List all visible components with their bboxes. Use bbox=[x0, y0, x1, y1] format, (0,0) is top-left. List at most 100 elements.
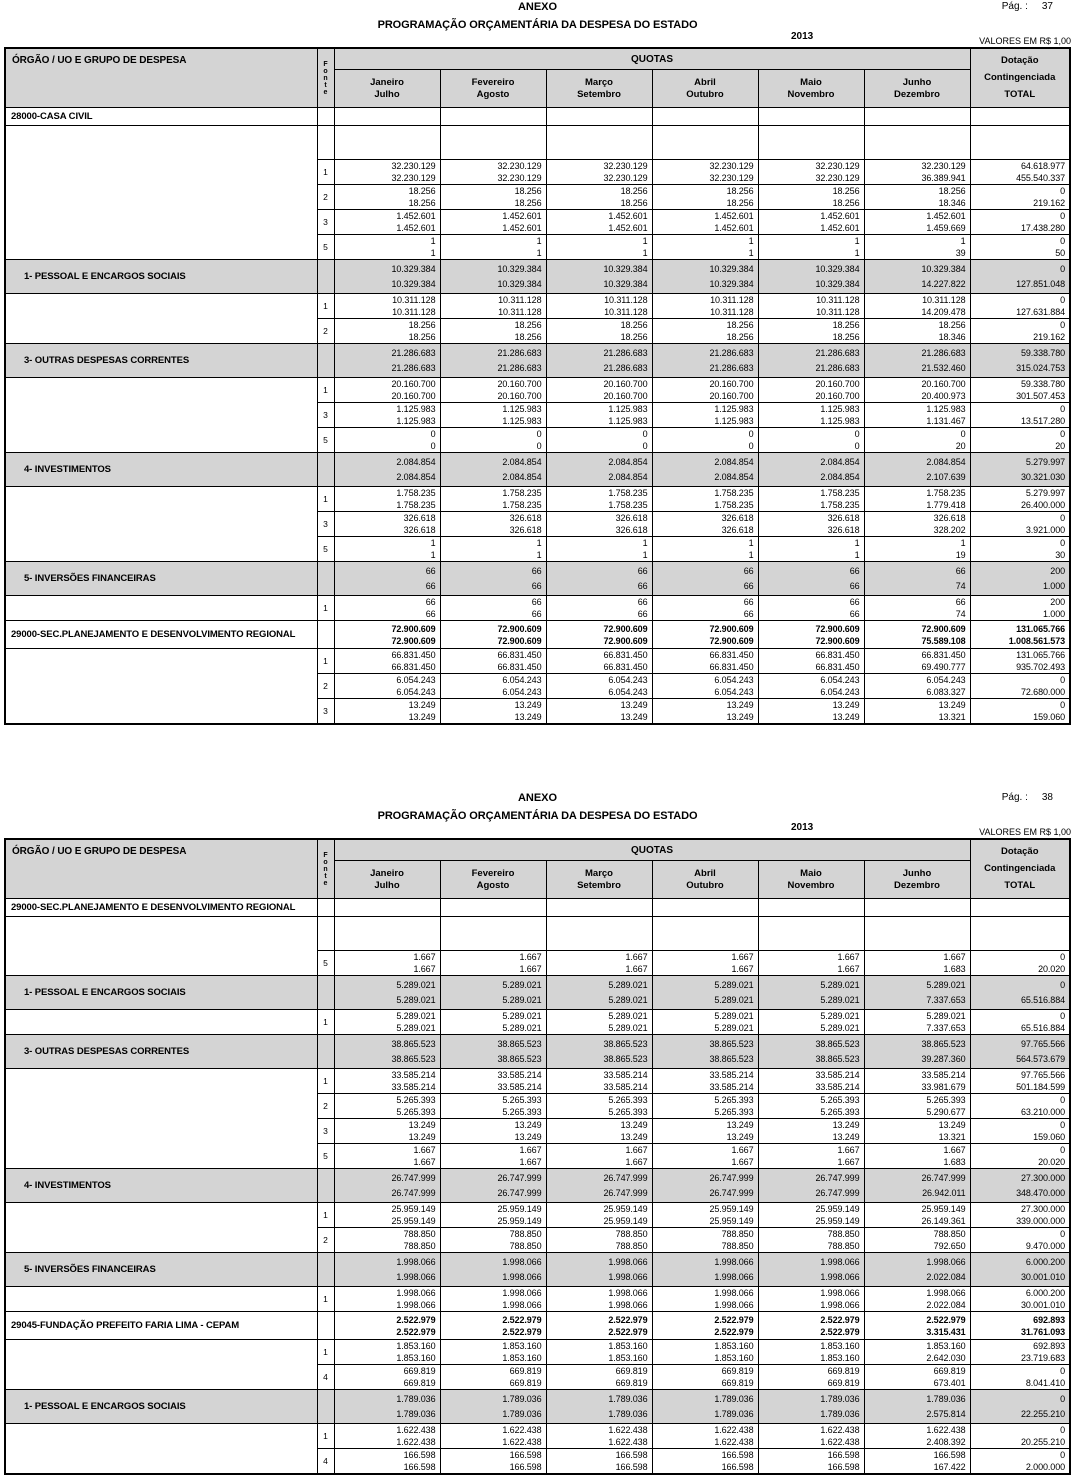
quota-cell-junho-dezembro-bottom: 2.408.392 bbox=[926, 1437, 966, 1447]
quota-cell-maio-novembro-bottom: 5.289.021 bbox=[820, 994, 860, 1005]
expense-group-label-cell: 3- OUTRAS DESPESAS CORRENTES bbox=[4, 1034, 318, 1069]
quota-cell-abril-outubro-bottom: 5.265.393 bbox=[714, 1107, 754, 1117]
empty-label-cell bbox=[4, 698, 318, 724]
total-cell: 64.618.977 455.540.337 bbox=[969, 159, 1071, 185]
quota-cell-junho-dezembro-bottom: 75.589.108 bbox=[921, 635, 966, 646]
total-cell-top: 0 bbox=[1060, 211, 1066, 221]
quota-cell-janeiro-julho: 18.256 18.256 bbox=[333, 318, 441, 344]
quota-cell-fevereiro-agosto-top: 5.265.393 bbox=[502, 1095, 542, 1105]
total-cell-bottom: 315.024.753 bbox=[1016, 362, 1066, 373]
month-header-janeiro-julho: Janeiro Julho bbox=[333, 69, 441, 108]
quota-cell-marco-setembro-top: 26.747.999 bbox=[603, 1172, 648, 1183]
quota-cell-junho-dezembro-bottom: 13.321 bbox=[938, 1132, 966, 1142]
quota-cell-maio-novembro-top: 1.998.066 bbox=[820, 1288, 860, 1298]
total-cell-bottom: 20.255.210 bbox=[1020, 1437, 1066, 1447]
quota-cell-maio-novembro-bottom: 2.522.979 bbox=[820, 1326, 860, 1337]
quota-cell-junho-dezembro: 66.831.450 69.490.777 bbox=[863, 648, 971, 674]
total-cell-bottom: 3.921.000 bbox=[1025, 525, 1066, 535]
quota-cell-junho-dezembro-top: 5.265.393 bbox=[926, 1095, 966, 1105]
quota-cell-janeiro-julho: 1.452.601 1.452.601 bbox=[333, 209, 441, 235]
fonte-number-cell: 4 bbox=[316, 1364, 335, 1390]
total-cell-bottom: 72.680.000 bbox=[1020, 687, 1066, 697]
month-bottom: Agosto bbox=[476, 879, 510, 891]
quota-cell-marco-setembro-bottom: 1.622.438 bbox=[608, 1437, 648, 1447]
dotacao-line: Dotação bbox=[1001, 846, 1039, 857]
fonte-number-cell: 1 bbox=[316, 1339, 335, 1365]
quota-cell-maio-novembro: 1.667 1.667 bbox=[757, 1143, 865, 1169]
quota-cell-fevereiro-agosto: 13.249 13.249 bbox=[439, 698, 547, 725]
total-cell-top: 6.000.200 bbox=[1025, 1256, 1066, 1267]
quota-cell-maio-novembro bbox=[757, 107, 865, 126]
fonte-letter: F bbox=[323, 851, 328, 859]
quota-cell-maio-novembro: 1.789.036 1.789.036 bbox=[757, 1389, 865, 1424]
page-number: 38 bbox=[1041, 792, 1053, 803]
fonte-letter: o bbox=[323, 858, 328, 866]
quota-cell-marco-setembro-bottom: 1.853.160 bbox=[608, 1353, 648, 1363]
quota-cell-fevereiro-agosto: 788.850 788.850 bbox=[439, 1227, 547, 1253]
quota-cell-janeiro-julho: 66 66 bbox=[333, 595, 441, 621]
quota-cell-junho-dezembro bbox=[863, 916, 971, 951]
empty-label-cell bbox=[4, 1093, 318, 1119]
quota-cell-fevereiro-agosto-bottom: 166.598 bbox=[509, 1462, 542, 1472]
total-cell-top: 0 bbox=[1060, 1011, 1066, 1021]
quota-cell-fevereiro-agosto-bottom: 1.998.066 bbox=[502, 1271, 542, 1282]
quota-cell-janeiro-julho-top: 1.622.438 bbox=[396, 1425, 436, 1435]
month-header-junho-dezembro: Junho Dezembro bbox=[863, 860, 971, 899]
quota-cell-fevereiro-agosto-top: 6.054.243 bbox=[502, 675, 542, 685]
quota-cell-junho-dezembro: 32.230.129 36.389.941 bbox=[863, 159, 971, 185]
quota-cell-maio-novembro-top: 10.329.384 bbox=[815, 263, 860, 274]
quota-cell-maio-novembro-bottom: 1.758.235 bbox=[820, 500, 860, 510]
empty-label-cell bbox=[4, 1286, 318, 1312]
quota-cell-maio-novembro-bottom: 1.622.438 bbox=[820, 1437, 860, 1447]
fonte-row: 5 0 0 0 0 0 0 0 0 0 0 0 20 0 20 bbox=[4, 427, 1071, 453]
quota-cell-marco-setembro-top: 13.249 bbox=[620, 700, 648, 710]
quota-cell-maio-novembro-top: 0 bbox=[854, 429, 860, 439]
quota-cell-junho-dezembro-bottom: 26.149.361 bbox=[921, 1216, 966, 1226]
quota-cell-janeiro-julho-bottom: 33.585.214 bbox=[391, 1082, 436, 1092]
month-top: Fevereiro bbox=[471, 867, 515, 879]
quota-cell-janeiro-julho-top: 1.998.066 bbox=[396, 1288, 436, 1298]
quota-cell-janeiro-julho-top: 1.758.235 bbox=[396, 488, 436, 498]
quota-cell-abril-outubro: 1.853.160 1.853.160 bbox=[651, 1339, 759, 1365]
quota-cell-abril-outubro: 38.865.523 38.865.523 bbox=[651, 1034, 759, 1069]
quota-cell-marco-setembro-top: 326.618 bbox=[615, 513, 648, 523]
quota-cell-janeiro-julho-bottom: 20.160.700 bbox=[391, 391, 436, 401]
quota-cell-maio-novembro-bottom: 0 bbox=[854, 441, 860, 451]
fonte-row: 3 1.452.601 1.452.601 1.452.601 1.452.601 1.4… bbox=[4, 209, 1071, 235]
quota-cell-junho-dezembro-top: 72.900.609 bbox=[921, 623, 966, 634]
quota-cell-junho-dezembro-top: 1.622.438 bbox=[926, 1425, 966, 1435]
quota-cell-marco-setembro-bottom: 66 bbox=[637, 580, 648, 591]
currency-note: VALORES EM R$ 1,00 bbox=[979, 36, 1071, 46]
month-header-marco-setembro: Março Setembro bbox=[545, 860, 653, 899]
empty-label-cell bbox=[4, 1068, 318, 1094]
quota-cell-maio-novembro bbox=[757, 898, 865, 917]
quota-cell-janeiro-julho-bottom: 1.622.438 bbox=[396, 1437, 436, 1447]
quota-cell-maio-novembro-top: 669.819 bbox=[827, 1366, 860, 1376]
quota-cell-maio-novembro: 1.998.066 1.998.066 bbox=[757, 1286, 865, 1312]
quota-cell-abril-outubro-top: 10.311.128 bbox=[710, 295, 754, 305]
quota-cell-janeiro-julho-bottom: 10.311.128 bbox=[392, 307, 436, 317]
quota-cell-janeiro-julho-top: 2.522.979 bbox=[396, 1314, 436, 1325]
fonte-number-cell: 3 bbox=[316, 1118, 335, 1144]
quota-cell-junho-dezembro-bottom: 2.022.084 bbox=[926, 1271, 966, 1282]
total-cell-bottom: 8.041.410 bbox=[1025, 1378, 1066, 1388]
quota-cell-maio-novembro-top: 32.230.129 bbox=[815, 161, 860, 171]
quota-cell-abril-outubro-top: 788.850 bbox=[721, 1229, 754, 1239]
quota-cell-maio-novembro-top: 5.265.393 bbox=[820, 1095, 860, 1105]
total-cell-bottom: 1.000 bbox=[1042, 609, 1066, 619]
quota-cell-junho-dezembro-bottom: 20 bbox=[955, 441, 966, 451]
quota-cell-maio-novembro-bottom: 10.311.128 bbox=[816, 307, 860, 317]
quota-cell-fevereiro-agosto-bottom: 66.831.450 bbox=[497, 662, 542, 672]
quota-cell-fevereiro-agosto-top: 5.289.021 bbox=[502, 979, 542, 990]
quota-cell-fevereiro-agosto: 5.265.393 5.265.393 bbox=[439, 1093, 547, 1119]
quota-cell-abril-outubro: 1.998.066 1.998.066 bbox=[651, 1252, 759, 1287]
quota-cell-marco-setembro-bottom: 0 bbox=[642, 441, 648, 451]
quota-cell-marco-setembro-bottom: 1.125.983 bbox=[608, 416, 648, 426]
quota-cell-junho-dezembro bbox=[863, 898, 971, 917]
total-cell-top: 0 bbox=[1060, 1120, 1066, 1130]
quota-cell-marco-setembro-bottom: 669.819 bbox=[615, 1378, 648, 1388]
quota-cell-maio-novembro: 13.249 13.249 bbox=[757, 1118, 865, 1144]
quota-cell-marco-setembro-bottom: 21.286.683 bbox=[603, 362, 648, 373]
quota-cell-fevereiro-agosto: 1.998.066 1.998.066 bbox=[439, 1286, 547, 1312]
